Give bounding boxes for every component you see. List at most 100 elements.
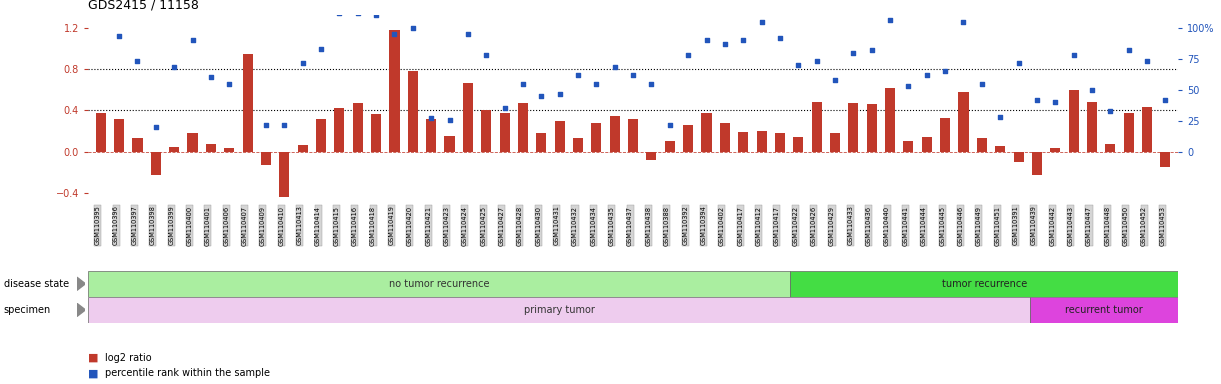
Bar	[958, 92, 968, 152]
Bar	[206, 144, 216, 152]
Bar	[316, 119, 326, 152]
Text: GSM110444: GSM110444	[921, 205, 927, 246]
Bar	[335, 108, 344, 152]
Bar	[940, 118, 950, 152]
Bar	[481, 111, 491, 152]
Text: GSM110417: GSM110417	[737, 205, 744, 245]
Point	[1100, 108, 1120, 114]
Bar	[554, 121, 564, 152]
Bar	[389, 30, 399, 152]
Text: GSM110422: GSM110422	[792, 205, 799, 246]
Bar	[95, 113, 106, 152]
Bar	[261, 152, 271, 165]
Text: percentile rank within the sample: percentile rank within the sample	[105, 368, 270, 378]
Bar	[702, 113, 712, 152]
Point	[734, 37, 753, 43]
Text: GSM110391: GSM110391	[1012, 205, 1018, 245]
Bar	[408, 71, 418, 152]
Point	[513, 81, 532, 87]
Point	[568, 72, 587, 78]
Text: GSM110407: GSM110407	[242, 205, 248, 246]
Bar	[353, 103, 363, 152]
Text: GSM110399: GSM110399	[168, 205, 175, 245]
Bar	[757, 131, 767, 152]
Polygon shape	[77, 303, 85, 316]
Text: GSM110446: GSM110446	[957, 205, 963, 246]
Point	[311, 46, 331, 52]
Text: GSM110439: GSM110439	[1031, 205, 1037, 245]
Bar	[188, 133, 198, 152]
Text: GSM110443: GSM110443	[1067, 205, 1073, 245]
Point	[256, 121, 276, 127]
Point	[128, 58, 148, 65]
Bar	[683, 125, 694, 152]
Text: GSM110424: GSM110424	[462, 205, 468, 246]
Text: GSM110426: GSM110426	[811, 205, 817, 246]
Text: GSM110419: GSM110419	[388, 205, 394, 245]
Point	[917, 72, 937, 78]
Text: GSM110447: GSM110447	[1085, 205, 1092, 246]
Bar	[664, 141, 675, 152]
Point	[165, 65, 184, 71]
Text: GSM110438: GSM110438	[646, 205, 652, 245]
Bar	[591, 123, 602, 152]
Bar	[1031, 297, 1178, 323]
Bar	[499, 113, 509, 152]
Bar	[867, 104, 877, 152]
Point	[238, 2, 258, 8]
Text: log2 ratio: log2 ratio	[105, 353, 151, 363]
Text: GSM110395: GSM110395	[95, 205, 101, 245]
Text: disease state: disease state	[4, 279, 68, 289]
Bar	[88, 271, 790, 297]
Text: GSM110396: GSM110396	[114, 205, 120, 245]
Text: GSM110431: GSM110431	[553, 205, 559, 245]
Text: GSM110423: GSM110423	[443, 205, 449, 245]
Point	[899, 83, 918, 89]
Point	[183, 37, 203, 43]
Bar	[775, 133, 785, 152]
Point	[421, 115, 441, 121]
Bar	[518, 103, 527, 152]
Bar	[573, 138, 584, 152]
Text: GSM110400: GSM110400	[187, 205, 193, 246]
Bar	[371, 114, 381, 152]
Text: GSM110402: GSM110402	[719, 205, 725, 246]
Point	[1009, 60, 1028, 66]
Point	[1063, 52, 1083, 58]
Point	[330, 10, 349, 16]
Point	[844, 50, 863, 56]
Point	[275, 121, 294, 127]
Text: GSM110418: GSM110418	[370, 205, 376, 245]
Point	[495, 105, 514, 111]
Text: GSM110440: GSM110440	[884, 205, 890, 246]
Point	[752, 18, 772, 25]
Point	[1045, 99, 1065, 105]
Point	[1118, 47, 1138, 53]
Text: GSM110394: GSM110394	[701, 205, 707, 245]
Point	[1155, 97, 1175, 103]
Bar	[88, 297, 1031, 323]
Text: GSM110420: GSM110420	[407, 205, 413, 246]
Point	[348, 10, 368, 16]
Bar	[1087, 102, 1096, 152]
Bar	[225, 148, 234, 152]
Point	[147, 124, 166, 130]
Text: GSM110398: GSM110398	[150, 205, 156, 245]
Bar	[977, 138, 987, 152]
Point	[604, 65, 624, 71]
Point	[789, 62, 808, 68]
Text: GSM110401: GSM110401	[205, 205, 211, 245]
Point	[549, 91, 569, 97]
Text: GSM110392: GSM110392	[683, 205, 689, 245]
Point	[1082, 87, 1101, 93]
Text: ■: ■	[88, 368, 99, 378]
Text: ■: ■	[88, 353, 99, 363]
Point	[110, 33, 129, 40]
Text: GSM110449: GSM110449	[976, 205, 982, 245]
Point	[293, 60, 313, 66]
Point	[807, 58, 827, 65]
Text: GSM110451: GSM110451	[994, 205, 1000, 245]
Bar	[426, 119, 436, 152]
Text: GSM110409: GSM110409	[260, 205, 266, 245]
Point	[990, 114, 1010, 120]
